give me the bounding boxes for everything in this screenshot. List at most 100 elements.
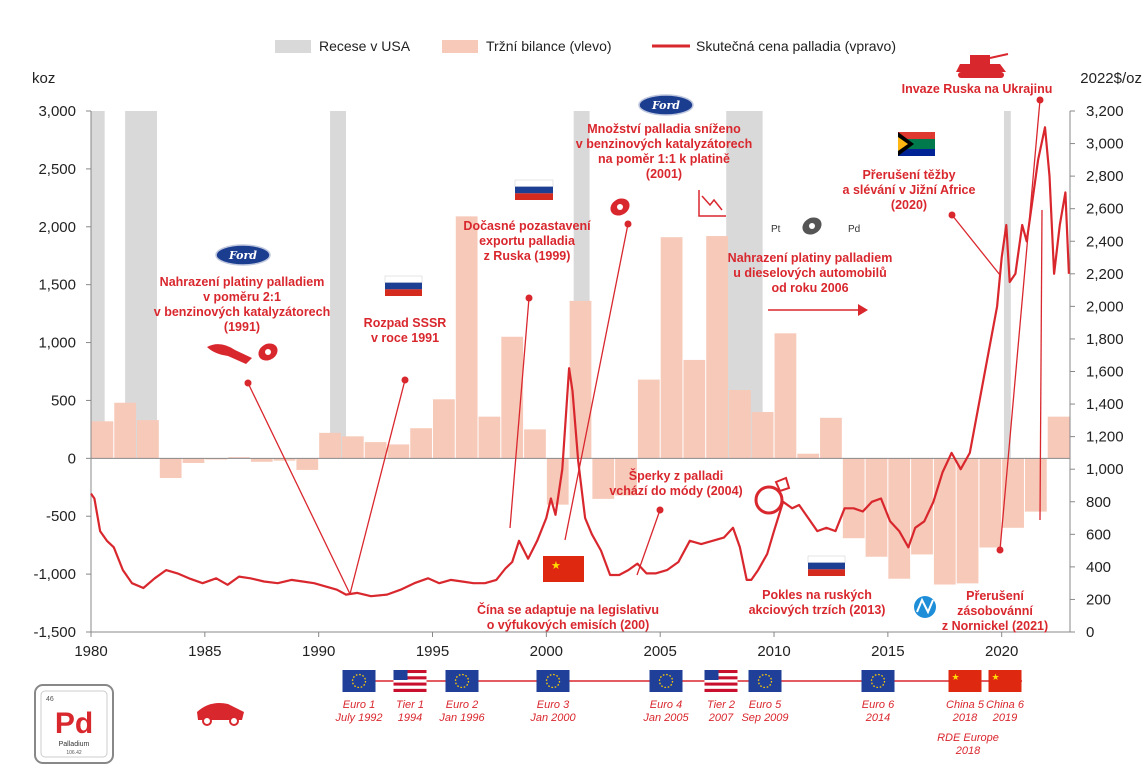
axes: -1,500 -1,000 -500 0 500 1,000 1,500 2,000 2,500…: [32, 70, 1142, 660]
annotation-china: Čína se adaptuje na legislativu o výfukov…: [477, 602, 659, 632]
eu-flag-icon: [545, 673, 561, 689]
balance-bar: [592, 458, 615, 499]
emission-standard-label: Euro 5 Sep 2009: [741, 699, 788, 724]
russia-flag-icon: [385, 289, 422, 296]
balance-bar: [364, 442, 387, 459]
y-right-tick-label: 2,000: [1086, 298, 1124, 315]
emission-standard-label-line: 2019: [992, 712, 1017, 724]
catalytic-converter-icon: [617, 204, 623, 210]
us-flag-icon: [393, 673, 427, 677]
emission-standard-label-line: July 1992: [334, 712, 382, 724]
rde-europe-label: RDE Europe 2018: [937, 732, 999, 757]
legend-swatch: [442, 40, 478, 53]
annotation-dot: [525, 294, 533, 302]
annotation-nornickel-line: zásobovánní: [957, 604, 1033, 618]
balance-bar: [615, 458, 637, 496]
annotation-china-line: Čína se adaptuje na legislativu: [477, 602, 659, 617]
annotation-diesel-line: Nahrazení platiny palladiem: [728, 251, 893, 265]
recession-band: [330, 111, 346, 459]
y-right-tick-label: 800: [1086, 494, 1111, 511]
us-flag-icon: [704, 682, 738, 686]
emission-standard-label-line: Euro 2: [446, 699, 478, 711]
emission-standard-label: Tier 1 1994: [396, 699, 424, 724]
russia-flag-icon: [515, 186, 553, 194]
emission-standard-label: Euro 2 Jan 1996: [438, 699, 485, 724]
x-tick-label: 2015: [871, 643, 904, 660]
exhaust-pipe-icon: [207, 344, 252, 364]
balance-bar: [706, 236, 728, 459]
emission-standard-label-line: 1994: [398, 712, 422, 724]
annotation-ussr-line: v roce 1991: [371, 331, 439, 345]
y-left-tick-label: 0: [68, 450, 76, 467]
annotation-safrica-line: (2020): [891, 198, 927, 212]
emission-standard-label: Tier 2 2007: [707, 699, 735, 724]
annotation-dot: [244, 379, 252, 387]
emission-standard-label-line: Euro 5: [749, 699, 782, 711]
catalytic-converter-icon: [265, 349, 271, 355]
emission-standard-label-line: Tier 1: [396, 699, 424, 711]
china-flag-icon: [543, 556, 584, 582]
annotation-dot: [996, 546, 1004, 554]
emission-standard-label-line: Sep 2009: [741, 712, 788, 724]
emission-standard-label: China 6 2019: [986, 699, 1025, 724]
legend-label: Recese v USA: [319, 38, 411, 54]
us-flag-icon: [393, 670, 427, 674]
balance-bar: [91, 421, 114, 459]
y-right-tick-label: 2,800: [1086, 168, 1124, 185]
russia-flag-icon: [807, 555, 846, 563]
eu-flag-icon: [351, 673, 367, 689]
nornickel-logo-icon: [916, 597, 934, 615]
annotation-rusmarket-line: akciových trzích (2013): [749, 603, 886, 617]
balance-bar: [341, 436, 364, 459]
annotation-connector: [564, 223, 629, 541]
eu-flag-icon: [649, 670, 683, 692]
us-flag-icon: [704, 688, 738, 692]
balance-bar: [751, 412, 774, 459]
balance-bar: [842, 458, 865, 539]
balance-bar: [1024, 458, 1047, 512]
ford-logo-icon: [215, 244, 271, 266]
eu-flag-icon: [861, 670, 895, 692]
balance-bar: [1047, 416, 1070, 459]
emission-standard-label-line: Euro 3: [537, 699, 570, 711]
eu-flag-icon: [454, 673, 470, 689]
ford-logo-icon: Ford: [651, 99, 680, 112]
russia-flag-icon: [515, 193, 553, 200]
ford-logo-icon: Ford: [228, 249, 257, 262]
annotation-ford1991-line: (1991): [224, 320, 260, 334]
balance-bar: [728, 390, 751, 459]
us-flag-icon: [704, 670, 738, 674]
recession-band: [125, 111, 158, 459]
element-mass: 106.42: [66, 750, 82, 756]
china-flag-icon: ★: [992, 672, 1000, 682]
annotation-connector: [999, 99, 1041, 551]
emission-standard-label-line: 2014: [865, 712, 890, 724]
annotation-ford1991-line: v poměru 2:1: [203, 290, 281, 304]
annotation-connector: [951, 214, 1001, 276]
russia-flag-icon: [514, 179, 554, 187]
emission-standard-label-line: Euro 1: [343, 699, 375, 711]
rde-europe-label-line: RDE Europe: [937, 732, 999, 744]
annotation-connector: [1039, 209, 1043, 521]
annotation-safrica-line: a slévání v Jižní Africe: [843, 183, 976, 197]
y-right-tick-label: 2,400: [1086, 233, 1124, 250]
annotation-ford2001-line: (2001): [646, 167, 682, 181]
annotation-diesel: Nahrazení platiny palladiem u dieselových…: [728, 251, 893, 295]
us-flag-icon: [704, 679, 738, 683]
annotation-connector: [509, 297, 530, 529]
car-icon: [229, 716, 239, 726]
balance-bar: [433, 399, 455, 459]
price-line: [90, 126, 1070, 598]
rde-europe-label-line: 2018: [955, 745, 981, 757]
emission-standard-label-line: Jan 2005: [642, 712, 689, 724]
legend: Recese v USA Tržní bilance (vlevo) Skutečn…: [275, 38, 896, 54]
balance-bar: [501, 336, 524, 459]
china-flag-icon: ★: [952, 672, 960, 682]
annotation-ford2001-line: v benzinových katalyzátorech: [576, 137, 752, 151]
annotation-rusmarket-line: Pokles na ruských: [762, 588, 872, 602]
balance-bar: [1002, 458, 1024, 528]
y-right-tick-label: 400: [1086, 559, 1111, 576]
emission-standard-label-line: Euro 6: [862, 699, 895, 711]
y-right-label: 2022$/oz: [1080, 70, 1142, 87]
